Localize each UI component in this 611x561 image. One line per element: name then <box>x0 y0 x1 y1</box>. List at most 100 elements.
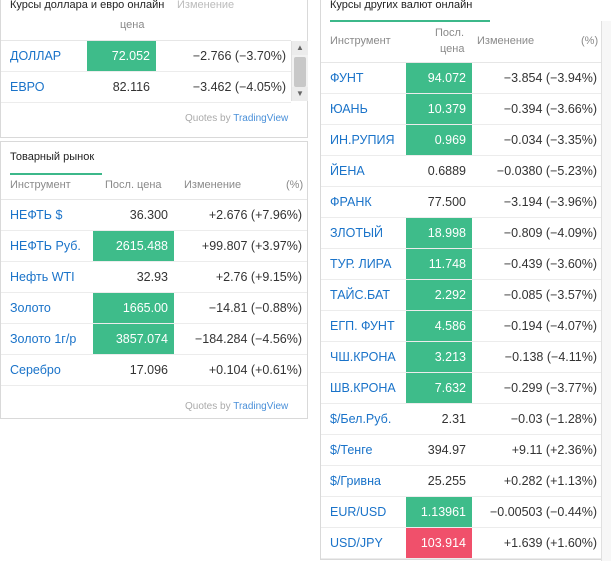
commodities-col-pct: (%) <box>286 179 304 191</box>
fx-change: −0.394 (−3.66%) <box>503 102 597 116</box>
fx-instrument-name[interactable]: $/Гривна <box>330 474 381 488</box>
usd-eur-scrollbar[interactable]: ▲ ▼ <box>291 41 308 101</box>
commodity-instrument-name[interactable]: НЕФТЬ $ <box>10 208 63 222</box>
fx-last-price: 10.379 <box>406 94 472 124</box>
commodity-instrument-name[interactable]: Золото 1г/р <box>10 332 77 346</box>
other-fx-col-instrument: Инструмент <box>330 35 391 47</box>
fx-row[interactable]: ШВ.КРОНА 7.632 −0.299 (−3.77%) <box>321 373 601 404</box>
fx-instrument-name[interactable]: $/Тенге <box>330 443 373 457</box>
commodity-instrument-name[interactable]: Нефть WTI <box>10 270 75 284</box>
fx-instrument-name[interactable]: ЙЕНА <box>330 164 365 178</box>
usd-eur-change: −3.462 (−4.05%) <box>192 80 286 94</box>
fx-instrument-name[interactable]: ФРАНК <box>330 195 372 209</box>
usd-eur-widget: Курсы доллара и евро онлайн цена Изменен… <box>0 0 308 138</box>
usd-eur-last-price: 72.052 <box>87 41 156 71</box>
quotes-by-label: Quotes by <box>185 113 231 124</box>
fx-change: +0.282 (+1.13%) <box>503 474 597 488</box>
other-fx-col-change: Изменение <box>477 35 535 47</box>
fx-change: −0.138 (−4.11%) <box>504 350 597 364</box>
commodities-title: Товарный рынок <box>10 151 95 163</box>
fx-instrument-name[interactable]: ФУНТ <box>330 71 364 85</box>
commodity-row[interactable]: Нефть WTI 32.93 +2.76 (+9.15%) <box>1 262 307 293</box>
other-fx-header-line <box>321 62 601 63</box>
tradingview-link[interactable]: TradingView <box>233 113 289 124</box>
fx-row[interactable]: $/Бел.Руб. 2.31 −0.03 (−1.28%) <box>321 404 601 435</box>
commodity-change: −184.284 (−4.56%) <box>194 332 302 346</box>
fx-row[interactable]: ЮАНЬ 10.379 −0.394 (−3.66%) <box>321 94 601 125</box>
fx-instrument-name[interactable]: ТУР. ЛИРА <box>330 257 392 271</box>
fx-row[interactable]: $/Гривна 25.255 +0.282 (+1.13%) <box>321 466 601 497</box>
fx-row[interactable]: EUR/USD 1.13961 −0.00503 (−0.44%) <box>321 497 601 528</box>
usd-eur-instrument-name[interactable]: ДОЛЛАР <box>10 49 62 63</box>
usd-eur-row[interactable]: ЕВРО 82.116 −3.462 (−4.05%) <box>1 72 291 103</box>
usd-eur-last-price: 82.116 <box>112 80 150 94</box>
fx-last-price: 2.31 <box>441 412 466 426</box>
fx-change: +9.11 (+2.36%) <box>511 443 597 457</box>
fx-instrument-name[interactable]: ТАЙС.БАТ <box>330 288 390 302</box>
fx-change: −3.194 (−3.96%) <box>503 195 597 209</box>
fx-instrument-name[interactable]: ЗЛОТЫЙ <box>330 226 384 240</box>
tradingview-link[interactable]: TradingView <box>233 401 289 412</box>
fx-last-price: 0.969 <box>406 125 472 155</box>
commodity-last-price: 32.93 <box>136 270 168 284</box>
fx-instrument-name[interactable]: EUR/USD <box>330 505 387 519</box>
fx-instrument-name[interactable]: ИН.РУПИЯ <box>330 133 395 147</box>
commodity-row[interactable]: Золото 1665.00 −14.81 (−0.88%) <box>1 293 307 324</box>
fx-last-price: 94.072 <box>406 63 472 93</box>
other-fx-col-price-2: цена <box>440 43 465 55</box>
fx-change: −0.03 (−1.28%) <box>510 412 597 426</box>
usd-eur-row[interactable]: ДОЛЛАР 72.052 −2.766 (−3.70%) <box>1 41 291 72</box>
fx-change: −0.439 (−3.60%) <box>503 257 597 271</box>
fx-row[interactable]: ФУНТ 94.072 −3.854 (−3.94%) <box>321 63 601 94</box>
fx-row[interactable]: ЗЛОТЫЙ 18.998 −0.809 (−4.09%) <box>321 218 601 249</box>
commodity-instrument-name[interactable]: Золото <box>10 301 51 315</box>
scroll-thumb[interactable] <box>294 57 306 87</box>
fx-row[interactable]: ЧШ.КРОНА 3.213 −0.138 (−4.11%) <box>321 342 601 373</box>
commodity-change: +2.76 (+9.15%) <box>215 270 302 284</box>
commodity-row[interactable]: Золото 1г/р 3857.074 −184.284 (−4.56%) <box>1 324 307 355</box>
fx-instrument-name[interactable]: ЕГП. ФУНТ <box>330 319 395 333</box>
fx-instrument-name[interactable]: ЮАНЬ <box>330 102 368 116</box>
fx-row[interactable]: ТАЙС.БАТ 2.292 −0.085 (−3.57%) <box>321 280 601 311</box>
fx-instrument-name[interactable]: USD/JPY <box>330 536 383 550</box>
fx-instrument-name[interactable]: ШВ.КРОНА <box>330 381 396 395</box>
fx-row[interactable]: ТУР. ЛИРА 11.748 −0.439 (−3.60%) <box>321 249 601 280</box>
commodity-last-price: 3857.074 <box>93 324 174 354</box>
commodity-instrument-name[interactable]: Серебро <box>10 363 61 377</box>
fx-row[interactable]: ФРАНК 77.500 −3.194 (−3.96%) <box>321 187 601 218</box>
commodities-col-price: Посл. цена <box>105 179 162 191</box>
scroll-down-icon[interactable]: ▼ <box>292 87 308 101</box>
fx-row[interactable]: ИН.РУПИЯ 0.969 −0.034 (−3.35%) <box>321 125 601 156</box>
usd-eur-header-line <box>1 40 291 41</box>
fx-last-price: 77.500 <box>427 195 466 209</box>
commodity-change: +99.807 (+3.97%) <box>201 239 302 253</box>
other-fx-widget: Курсы других валют онлайн Инструмент Пос… <box>320 0 611 561</box>
fx-instrument-name[interactable]: ЧШ.КРОНА <box>330 350 396 364</box>
fx-row[interactable]: USD/JPY 103.914 +1.639 (+1.60%) <box>321 528 601 559</box>
commodities-col-change: Изменение <box>184 179 242 191</box>
other-fx-scrollbar[interactable] <box>601 21 611 561</box>
fx-last-price: 2.292 <box>406 280 472 310</box>
fx-row[interactable]: ЙЕНА 0.6889 −0.0380 (−5.23%) <box>321 156 601 187</box>
commodity-row[interactable]: НЕФТЬ Руб. 2615.488 +99.807 (+3.97%) <box>1 231 307 262</box>
commodity-row[interactable]: Серебро 17.096 +0.104 (+0.61%) <box>1 355 307 386</box>
commodity-instrument-name[interactable]: НЕФТЬ Руб. <box>10 239 81 253</box>
commodity-row[interactable]: НЕФТЬ $ 36.300 +2.676 (+7.96%) <box>1 200 307 231</box>
fx-instrument-name[interactable]: $/Бел.Руб. <box>330 412 392 426</box>
usd-eur-change: −2.766 (−3.70%) <box>192 49 286 63</box>
fx-row[interactable]: ЕГП. ФУНТ 4.586 −0.194 (−4.07%) <box>321 311 601 342</box>
commodities-header-line <box>1 199 307 200</box>
commodity-change: −14.81 (−0.88%) <box>208 301 302 315</box>
other-fx-title: Курсы других валют онлайн <box>330 0 473 11</box>
fx-row[interactable]: $/Тенге 394.97 +9.11 (+2.36%) <box>321 435 601 466</box>
fx-last-price: 3.213 <box>406 342 472 372</box>
usd-eur-col-price: цена <box>120 19 145 31</box>
commodity-change: +0.104 (+0.61%) <box>208 363 302 377</box>
scroll-up-icon[interactable]: ▲ <box>292 41 308 55</box>
fx-last-price: 11.748 <box>406 249 472 279</box>
usd-eur-instrument-name[interactable]: ЕВРО <box>10 80 45 94</box>
fx-change: −0.085 (−3.57%) <box>503 288 597 302</box>
usd-eur-quotes-credit: Quotes by TradingView <box>185 113 288 124</box>
fx-last-price: 0.6889 <box>427 164 466 178</box>
fx-last-price: 394.97 <box>427 443 466 457</box>
